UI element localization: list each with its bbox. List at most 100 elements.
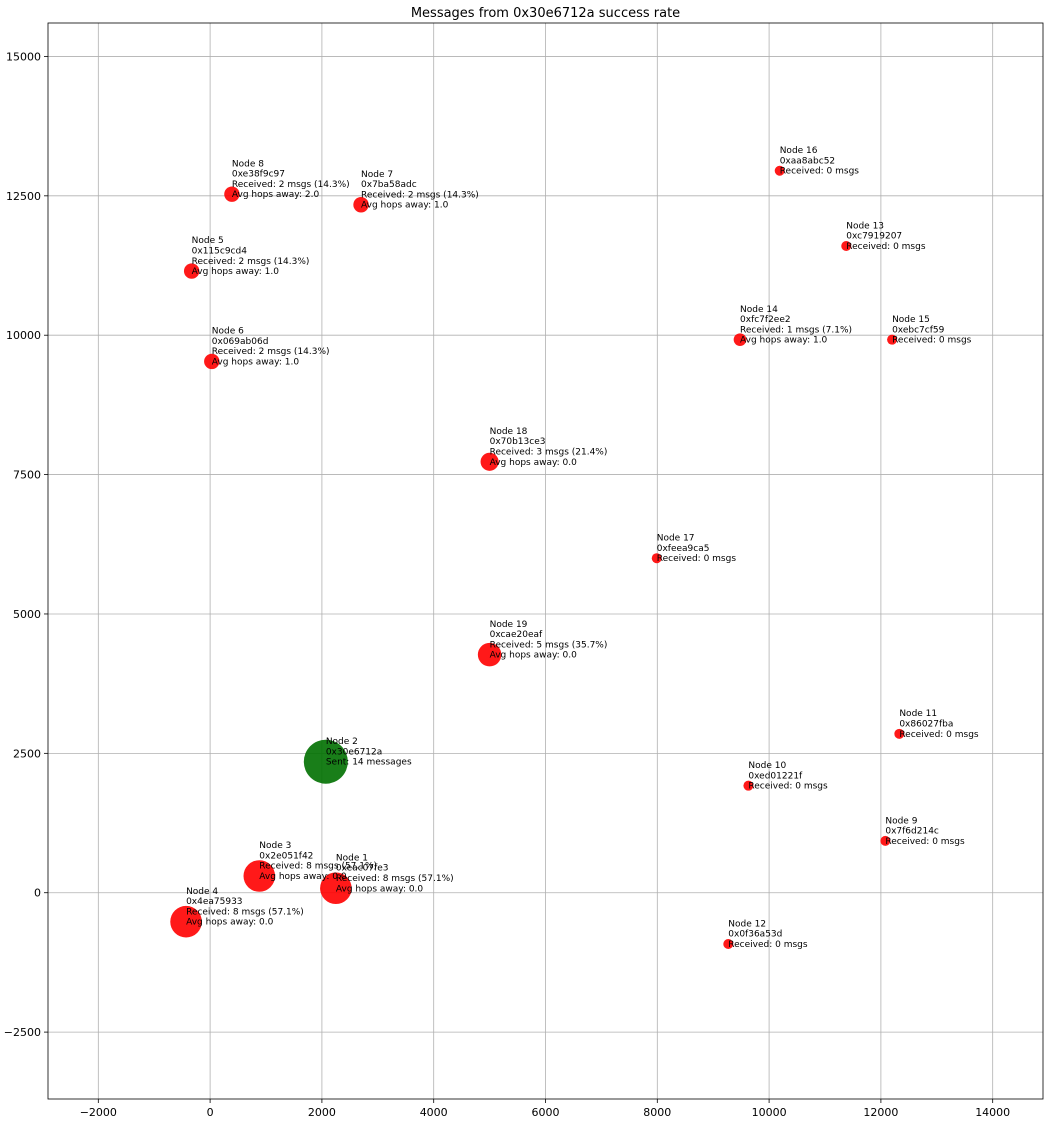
annotation-line: Received: 0 msgs [885, 837, 965, 847]
annotation-line: Node 3 [259, 841, 291, 851]
data-point-node-10 [743, 780, 754, 791]
annotation-line: Node 5 [192, 236, 224, 246]
annotation-line: Node 2 [326, 737, 358, 747]
data-point-node-3 [243, 860, 276, 892]
annotation-line: Node 7 [361, 170, 393, 180]
annotation-line: 0xebc7cf59 [892, 325, 945, 335]
annotation-line: Node 6 [212, 327, 244, 337]
annotation-line: Received: 8 msgs (57.1%) [336, 874, 454, 884]
annotation-line: 0xe38f9c97 [232, 170, 285, 180]
annotation-line: Node 13 [846, 221, 884, 231]
x-tick-label: 8000 [643, 1106, 671, 1119]
annotation-line: Node 18 [490, 427, 528, 437]
annotation-line: 0xaa8abc52 [780, 156, 835, 166]
annotation-line: Received: 5 msgs (35.7%) [490, 640, 608, 650]
annotation-line: Node 8 [232, 159, 264, 169]
data-point-node-4 [170, 905, 202, 938]
annotation-line: Received: 0 msgs [748, 782, 828, 792]
annotation-line: 0x2e051f42 [259, 851, 313, 861]
data-point-node-11 [894, 728, 905, 739]
y-tick-label: 7500 [13, 469, 41, 482]
annotation-line: Node 10 [748, 761, 786, 771]
annotation-line: Node 1 [336, 853, 368, 863]
annotation-line: Received: 2 msgs (14.3%) [232, 180, 350, 190]
annotation-line: Received: 0 msgs [846, 242, 926, 252]
data-point-node-18 [480, 452, 499, 471]
annotation-line: Avg hops away: 1.0 [192, 267, 280, 277]
annotation-line: Received: 0 msgs [657, 554, 737, 564]
x-tick-label: 4000 [420, 1106, 448, 1119]
y-tick-label: 10000 [6, 329, 41, 342]
x-tick-label: 0 [207, 1106, 214, 1119]
data-point-node-2 [303, 739, 348, 784]
data-point-node-1 [320, 872, 352, 905]
data-point-node-15 [887, 334, 898, 345]
annotation-line: 0x4ea75933 [186, 897, 242, 907]
annotation-line: Received: 0 msgs [780, 167, 860, 177]
annotation-line: Node 12 [728, 919, 766, 929]
annotation-line: Avg hops away: 0.0 [186, 918, 274, 928]
y-tick-label: 0 [34, 887, 41, 900]
annotation-line: Avg hops away: 0.0 [490, 458, 578, 468]
annotation-line: 0x30e6712a [326, 747, 382, 757]
data-point-node-8 [224, 186, 240, 202]
plot-frame [47, 22, 1044, 1100]
x-tick-label: 6000 [532, 1106, 560, 1119]
annotation-line: 0x7ba58adc [361, 180, 417, 190]
annotation-line: 0xeac07fe3 [336, 864, 389, 874]
annotation-line: Avg hops away: 1.0 [361, 201, 449, 211]
x-tick-label: −2000 [80, 1106, 117, 1119]
y-tick-label: 5000 [13, 608, 41, 621]
annotation-line: 0x069ab06d [212, 337, 269, 347]
annotation-line: Avg hops away: 0.0 [336, 884, 424, 894]
annotation-line: Node 4 [186, 887, 218, 897]
data-point-node-16 [774, 165, 785, 176]
annotation-line: Received: 3 msgs (21.4%) [490, 447, 608, 457]
annotation-line: Sent: 14 messages [326, 758, 412, 768]
annotation-line: 0x115c9cd4 [192, 246, 248, 256]
data-point-node-17 [651, 553, 662, 564]
data-point-node-19 [477, 642, 502, 667]
x-tick-label: 10000 [752, 1106, 787, 1119]
annotation-line: 0x0f36a53d [728, 930, 782, 940]
annotation-line: 0x70b13ce3 [490, 437, 546, 447]
data-point-node-12 [723, 939, 734, 950]
data-point-node-14 [733, 333, 747, 347]
x-tick-label: 2000 [308, 1106, 336, 1119]
data-point-node-6 [204, 353, 220, 370]
data-points [170, 165, 905, 950]
y-tick-label: 2500 [13, 747, 41, 760]
annotation-line: 0x7f6d214c [885, 827, 939, 837]
annotation-line: 0xfeea9ca5 [657, 544, 710, 554]
annotation-line: 0xed01221f [748, 771, 803, 781]
annotation-line: Avg hops away: 0.0 [259, 872, 347, 882]
annotation-line: 0xfc7f2ee2 [740, 315, 791, 325]
annotation-line: Received: 0 msgs [892, 336, 972, 346]
annotation-line: 0x86027fba [899, 720, 953, 730]
annotation-line: Node 11 [899, 709, 937, 719]
annotation-line: 0xcae20eaf [490, 630, 543, 640]
annotation-line: Received: 2 msgs (14.3%) [212, 347, 330, 357]
annotation-line: Avg hops away: 0.0 [490, 651, 578, 661]
annotation-line: Node 9 [885, 816, 917, 826]
annotation-line: Node 19 [490, 620, 528, 630]
x-tick-label: 12000 [863, 1106, 898, 1119]
grid [48, 23, 1043, 1099]
annotation-line: Received: 1 msgs (7.1%) [740, 325, 852, 335]
annotation-line: Node 16 [780, 146, 818, 156]
annotation-line: Avg hops away: 1.0 [740, 336, 828, 346]
chart-title: Messages from 0x30e6712a success rate [411, 6, 680, 21]
